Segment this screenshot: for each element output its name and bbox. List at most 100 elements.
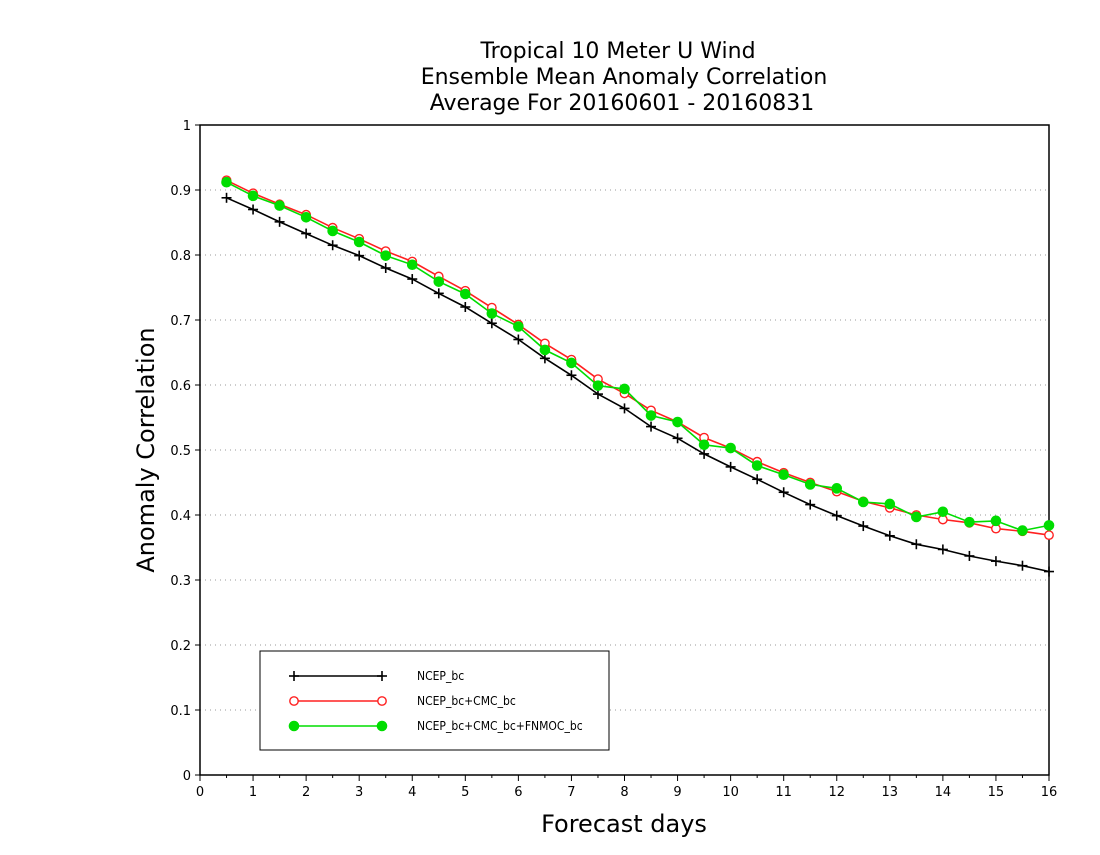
data-point	[566, 357, 577, 369]
series-2	[221, 176, 1055, 536]
x-tick-label: 8	[620, 785, 628, 800]
data-point	[289, 671, 299, 681]
title-line-3: Average For 20160601 - 20160831	[430, 91, 815, 116]
x-tick-label: 11	[775, 785, 792, 800]
axes: 00.10.20.30.40.50.60.70.80.910 1 2 3 4 5 6 7 8 9 1…	[170, 119, 1057, 800]
x-tick-label: 7	[567, 785, 575, 800]
y-tick-label: 0.5	[170, 444, 191, 459]
data-point	[354, 250, 365, 261]
y-tick-label: 0.8	[170, 249, 191, 264]
x-tick-label: 9	[673, 785, 681, 800]
data-point	[751, 460, 763, 471]
data-point	[646, 421, 657, 432]
y-tick-label: 0.9	[170, 184, 191, 199]
data-point	[645, 410, 657, 421]
x-tick-label: 2	[302, 785, 310, 800]
data-point	[592, 380, 604, 391]
data-point	[831, 510, 842, 521]
x-tick-label: 0	[196, 785, 204, 800]
data-point	[327, 240, 338, 251]
data-point	[964, 550, 975, 561]
data-point	[1043, 520, 1055, 531]
x-tick-label: 4	[408, 785, 416, 800]
y-tick-label: 0.7	[170, 314, 191, 329]
data-point	[289, 696, 299, 706]
data-point	[884, 498, 896, 510]
y-tick-label: 1	[183, 119, 191, 134]
data-point	[937, 544, 948, 555]
data-point	[725, 442, 736, 454]
data-point	[460, 288, 471, 300]
title-line-1: Tropical 10 Meter U Wind	[479, 39, 755, 64]
data-point	[248, 204, 259, 215]
data-point	[513, 321, 524, 332]
x-tick-label: 5	[461, 785, 469, 800]
data-point	[1044, 530, 1054, 541]
series-0	[221, 192, 1054, 577]
data-point	[805, 499, 816, 510]
data-point	[964, 516, 975, 528]
data-point	[221, 192, 232, 203]
title-line-2: Ensemble Mean Anomaly Correlation	[421, 65, 828, 90]
y-tick-label: 0.4	[170, 509, 191, 524]
data-point	[699, 448, 710, 459]
data-point	[288, 720, 300, 732]
data-point	[725, 461, 736, 472]
data-point	[778, 469, 789, 481]
data-point	[274, 216, 285, 227]
data-point	[221, 176, 232, 188]
data-point	[911, 539, 922, 550]
data-point	[831, 483, 843, 494]
data-point	[247, 190, 259, 202]
legend-entry: NCEP_bc+CMC_bc+FNMOC_bc	[288, 719, 583, 733]
data-point	[566, 370, 577, 381]
data-point	[513, 334, 524, 345]
data-point	[778, 487, 789, 498]
data-point	[672, 416, 683, 428]
data-point	[698, 439, 710, 451]
x-tick-label: 12	[828, 785, 845, 800]
data-point	[433, 276, 445, 287]
data-point	[327, 225, 338, 237]
y-tick-label: 0.6	[170, 379, 191, 394]
x-tick-label: 16	[1041, 785, 1058, 800]
series-line	[226, 179, 1050, 536]
data-point	[1017, 560, 1028, 571]
data-point	[857, 496, 869, 508]
data-point	[301, 228, 312, 239]
data-point	[1017, 525, 1028, 536]
x-tick-label: 10	[722, 785, 739, 800]
data-point	[300, 212, 312, 223]
y-tick-label: 0.1	[170, 704, 191, 719]
data-point	[619, 403, 630, 414]
series-1	[221, 175, 1054, 541]
data-point	[433, 288, 444, 299]
data-point	[752, 474, 763, 485]
legend: NCEP_bc NCEP_bc+CMC_bc NCEP_bc+CMC_bc+FNMO…	[259, 650, 610, 751]
legend-label: NCEP_bc+CMC_bc+FNMOC_bc	[417, 719, 583, 733]
gridlines	[200, 189, 1049, 711]
legend-label: NCEP_bc	[417, 669, 464, 683]
data-point	[1044, 566, 1054, 577]
chart-title: Tropical 10 Meter U Wind Ensemble Mean A…	[421, 39, 828, 116]
y-tick-label: 0.2	[170, 639, 191, 654]
series-group	[221, 175, 1055, 577]
data-point	[377, 671, 387, 681]
data-point	[619, 383, 630, 395]
data-point	[539, 344, 551, 356]
data-point	[407, 274, 418, 285]
legend-label: NCEP_bc+CMC_bc	[417, 694, 516, 708]
x-tick-label: 3	[355, 785, 363, 800]
x-tick-label: 15	[988, 785, 1005, 800]
data-point	[380, 263, 391, 273]
data-point	[460, 302, 471, 312]
data-point	[911, 511, 922, 523]
data-point	[884, 530, 895, 541]
data-point	[937, 506, 949, 518]
x-tick-label: 6	[514, 785, 522, 800]
y-tick-label: 0.3	[170, 574, 191, 589]
x-tick-label: 13	[882, 785, 899, 800]
data-point	[274, 200, 285, 211]
